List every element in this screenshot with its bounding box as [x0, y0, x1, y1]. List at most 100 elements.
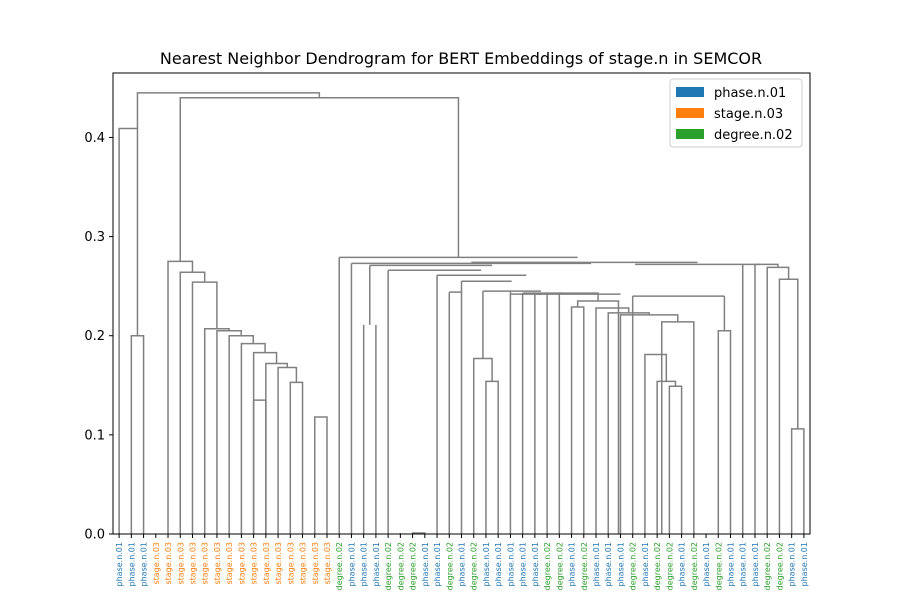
leaf-label: phase.n.01 [519, 542, 528, 586]
dendrogram-link [570, 306, 585, 534]
dendrogram-link [558, 292, 599, 534]
leaf-label: phase.n.01 [115, 542, 124, 586]
leaf-label: phase.n.01 [751, 542, 760, 586]
dendrogram-link [252, 351, 278, 534]
leaf-label: phase.n.01 [788, 542, 797, 586]
dendrogram-link [754, 263, 779, 534]
leaf-label: phase.n.01 [531, 542, 540, 586]
leaf-label: stage.n.03 [311, 542, 320, 585]
legend-label: degree.n.02 [714, 128, 793, 143]
legend-swatch [676, 108, 704, 118]
leaf-label: phase.n.01 [702, 542, 711, 586]
leaf-label: phase.n.01 [458, 542, 467, 586]
dendrogram-link [472, 357, 493, 534]
dendrogram-link [607, 312, 650, 534]
leaf-label: phase.n.01 [568, 542, 577, 586]
dendrogram-link [130, 334, 145, 534]
leaf-label: stage.n.03 [164, 542, 173, 585]
dendrogram-link [778, 278, 799, 534]
leaf-label: stage.n.03 [188, 542, 197, 585]
leaf-label: stage.n.03 [323, 542, 332, 585]
legend-swatch [676, 87, 704, 97]
dendrogram-link [766, 266, 790, 534]
dendrogram-link [717, 330, 732, 534]
legend-label: phase.n.01 [714, 86, 786, 101]
dendrogram-link [118, 127, 139, 534]
leaf-label: stage.n.03 [225, 542, 234, 585]
dendrogram-link [252, 399, 267, 534]
leaf-label: stage.n.03 [299, 542, 308, 585]
leaf-label: phase.n.01 [592, 542, 601, 586]
dendrogram-links [118, 92, 805, 534]
leaf-label: phase.n.01 [604, 542, 613, 586]
dendrogram-link [240, 342, 266, 534]
leaf-labels: phase.n.01 phase.n.01 phase.n.01 stage.n.03… [115, 534, 809, 590]
leaf-label: phase.n.01 [641, 542, 650, 586]
dendrogram-link [576, 300, 620, 534]
leaf-label: phase.n.01 [140, 542, 149, 586]
y-tick-label: 0.3 [84, 230, 105, 245]
dendrogram-link [179, 97, 460, 262]
dendrogram-link [485, 380, 499, 534]
dendrogram-link [277, 366, 298, 534]
leaf-label: phase.n.01 [482, 542, 491, 586]
leaf-label: phase.n.01 [433, 542, 442, 586]
y-tick-label: 0.4 [84, 131, 105, 146]
dendrogram-link [136, 92, 321, 129]
leaf-label: degree.n.02 [396, 542, 405, 590]
leaf-label: degree.n.02 [580, 542, 589, 590]
leaf-label: degree.n.02 [690, 542, 699, 590]
leaf-label: stage.n.03 [274, 542, 283, 585]
dendrogram-link [289, 381, 304, 534]
leaf-label: degree.n.02 [629, 542, 638, 590]
leaf-label: degree.n.02 [409, 542, 418, 590]
leaf-label: phase.n.01 [494, 542, 503, 586]
leaf-label: stage.n.03 [152, 542, 161, 585]
leaf-label: degree.n.02 [555, 542, 564, 590]
leaf-label: phase.n.01 [727, 542, 736, 586]
leaf-label: phase.n.01 [127, 542, 136, 586]
legend: phase.n.01 stage.n.03 degree.n.02 [669, 78, 803, 148]
leaf-label: stage.n.03 [176, 542, 185, 585]
leaf-label: degree.n.02 [775, 542, 784, 590]
leaf-label: degree.n.02 [543, 542, 552, 590]
dendrogram-link [314, 416, 328, 534]
dendrogram-link [656, 380, 677, 534]
leaf-label: phase.n.01 [421, 542, 430, 586]
leaf-label: degree.n.02 [470, 542, 479, 590]
dendrogram-link [660, 321, 695, 534]
leaf-label: stage.n.03 [237, 542, 246, 585]
leaf-label: phase.n.01 [616, 542, 625, 586]
dendrogram-link [191, 281, 218, 534]
leaf-label: phase.n.01 [678, 542, 687, 586]
leaf-label: phase.n.01 [347, 542, 356, 586]
leaf-label: stage.n.03 [286, 542, 295, 585]
leaf-label: phase.n.01 [360, 542, 369, 586]
dendrogram-link [167, 260, 194, 534]
y-tick-label: 0.2 [84, 329, 105, 344]
leaf-label: phase.n.01 [506, 542, 515, 586]
leaf-label: degree.n.02 [714, 542, 723, 590]
y-tick-label: 0.1 [84, 428, 105, 443]
leaf-label: stage.n.03 [213, 542, 222, 585]
dendrogram-link [644, 353, 668, 534]
dendrogram-link [203, 328, 230, 534]
y-tick-label: 0.0 [84, 528, 105, 543]
dendrogram-link [668, 385, 683, 534]
chart-title: Nearest Neighbor Dendrogram for BERT Emb… [160, 49, 762, 68]
leaf-label: degree.n.02 [665, 542, 674, 590]
leaf-label: degree.n.02 [384, 542, 393, 590]
leaf-label: stage.n.03 [262, 542, 271, 585]
dendrogram-link [790, 428, 805, 534]
leaf-label: degree.n.02 [335, 542, 344, 590]
leaf-label: stage.n.03 [201, 542, 210, 585]
legend-label: stage.n.03 [714, 107, 783, 122]
leaf-label: degree.n.02 [445, 542, 454, 590]
dendrogram-link [179, 271, 206, 534]
legend-swatch [676, 129, 704, 139]
leaf-label: degree.n.02 [653, 542, 662, 590]
leaf-label: phase.n.01 [372, 542, 381, 586]
dendrogram-link [265, 362, 288, 534]
leaf-label: phase.n.01 [739, 542, 748, 586]
